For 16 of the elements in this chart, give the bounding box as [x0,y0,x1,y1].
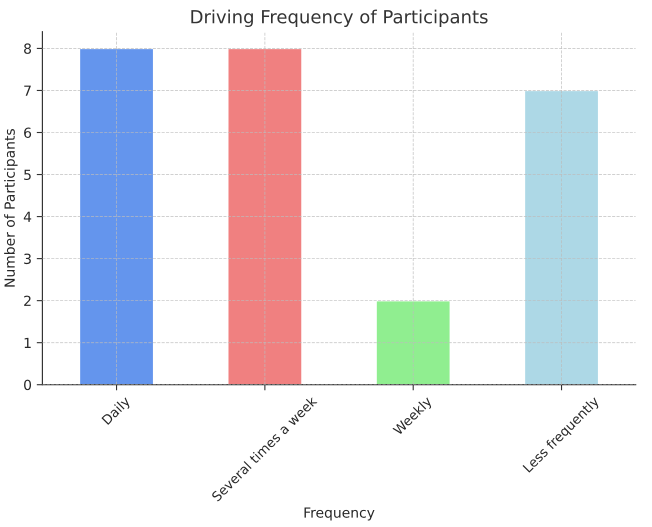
chart-title: Driving Frequency of Participants [191,10,488,28]
bar [78,48,154,385]
y-tick-label: 3 [24,254,31,264]
y-tick-label: 8 [24,43,32,54]
y-tick-label: 2 [24,296,31,306]
bar [375,300,451,385]
y-tick-label: 1 [24,338,31,348]
bar [524,90,600,385]
bar [227,48,303,385]
x-axis-title: Frequency [304,508,374,521]
y-tick-label: 6 [24,127,32,138]
y-tick-label: 4 [24,212,32,222]
y-axis-title: Number of Participants [4,129,18,287]
y-tick-label: 0 [24,380,32,390]
y-tick-label: 5 [24,170,31,180]
y-tick-label: 7 [24,86,31,96]
